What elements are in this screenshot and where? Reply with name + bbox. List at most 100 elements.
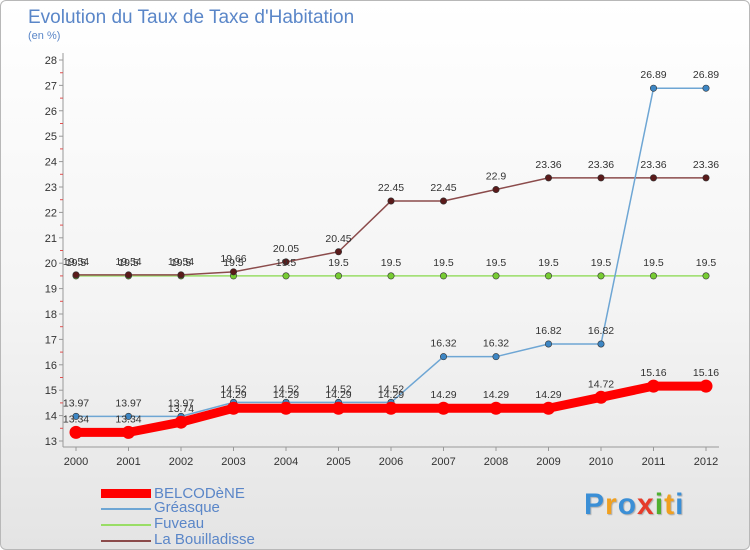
y-tick-label: 27 xyxy=(45,80,57,92)
data-label-gr-asque: 16.32 xyxy=(430,338,456,350)
data-point-fuveau xyxy=(439,272,447,280)
data-point-fuveau xyxy=(649,272,657,280)
data-label-fuveau: 19.5 xyxy=(328,257,349,269)
data-label-gr-asque: 14.52 xyxy=(220,383,246,395)
chart-series xyxy=(69,84,713,439)
y-tick-label: 26 xyxy=(45,106,57,118)
y-tick-label: 24 xyxy=(45,157,57,169)
x-tick-label: 2012 xyxy=(694,456,718,468)
data-point-gr-asque xyxy=(492,353,500,361)
data-label-belcod-ne: 14.29 xyxy=(273,389,299,401)
data-label-belcod-ne: 14.29 xyxy=(483,389,509,401)
data-point-la-bouilladisse xyxy=(72,271,80,279)
data-point-la-bouilladisse xyxy=(492,186,500,194)
x-tick-label: 2002 xyxy=(169,456,193,468)
data-point-belcod-ne xyxy=(542,401,555,415)
data-point-la-bouilladisse xyxy=(177,271,185,279)
y-tick-label: 28 xyxy=(45,55,57,67)
y-tick-label: 19 xyxy=(45,284,57,296)
data-label-la-bouilladisse: 23.36 xyxy=(640,159,666,171)
x-tick-label: 2003 xyxy=(221,456,245,468)
data-label-la-bouilladisse: 20.45 xyxy=(325,233,351,245)
x-tick-label: 2008 xyxy=(484,456,508,468)
data-label-gr-asque: 16.82 xyxy=(535,325,561,337)
data-point-belcod-ne xyxy=(69,425,83,439)
data-label-fuveau: 19.5 xyxy=(538,257,559,269)
legend-label: BELCODèNE xyxy=(154,485,245,502)
data-label-la-bouilladisse: 19.66 xyxy=(220,253,246,265)
data-point-gr-asque xyxy=(544,340,552,348)
data-label-belcod-ne: 13.34 xyxy=(115,413,141,425)
chart-title: Evolution du Taux de Taxe d'Habitation xyxy=(28,7,355,28)
data-label-la-bouilladisse: 22.9 xyxy=(486,171,507,183)
y-tick-label: 17 xyxy=(45,334,57,346)
x-tick-label: 2010 xyxy=(589,456,613,468)
data-label-la-bouilladisse: 19.54 xyxy=(63,256,89,268)
data-label-fuveau: 19.5 xyxy=(118,257,139,269)
data-point-belcod-ne xyxy=(489,401,503,415)
x-tick-label: 2006 xyxy=(379,456,403,468)
data-label-fuveau: 19.5 xyxy=(381,257,402,269)
data-point-gr-asque xyxy=(439,353,447,361)
legend-label: Fuveau xyxy=(154,515,205,532)
data-point-la-bouilladisse xyxy=(282,258,290,266)
x-tick-label: 2005 xyxy=(326,456,350,468)
data-label-gr-asque: 13.97 xyxy=(63,397,89,409)
data-point-belcod-ne xyxy=(174,415,188,429)
legend-label: La Bouilladisse xyxy=(154,531,255,548)
y-tick-label: 14 xyxy=(45,411,57,423)
data-label-belcod-ne: 14.29 xyxy=(430,389,456,401)
data-label-fuveau: 19.5 xyxy=(66,257,87,269)
data-label-la-bouilladisse: 23.36 xyxy=(588,159,614,171)
x-tick-label: 2009 xyxy=(536,456,560,468)
data-label-la-bouilladisse: 19.54 xyxy=(115,256,141,268)
y-tick-label: 25 xyxy=(45,131,57,143)
data-label-belcod-ne: 14.29 xyxy=(378,389,404,401)
data-point-belcod-ne xyxy=(279,401,293,415)
data-label-gr-asque: 13.97 xyxy=(168,397,194,409)
data-point-belcod-ne xyxy=(699,379,713,393)
data-point-belcod-ne xyxy=(594,390,608,404)
data-label-la-bouilladisse: 23.36 xyxy=(693,159,719,171)
data-point-fuveau xyxy=(702,272,710,280)
chart-unit-label: (en %) xyxy=(28,30,61,42)
y-tick-label: 13 xyxy=(45,436,57,448)
y-tick-label: 23 xyxy=(45,182,57,194)
y-tick-label: 16 xyxy=(45,360,57,372)
data-label-la-bouilladisse: 22.45 xyxy=(430,182,456,194)
data-point-la-bouilladisse xyxy=(544,174,552,182)
legend-swatch xyxy=(101,508,151,510)
data-label-fuveau: 19.5 xyxy=(171,257,192,269)
data-label-belcod-ne: 14.29 xyxy=(535,389,561,401)
data-point-fuveau xyxy=(544,272,552,280)
x-tick-label: 2000 xyxy=(64,456,88,468)
data-label-la-bouilladisse: 22.45 xyxy=(378,182,404,194)
data-label-belcod-ne: 14.29 xyxy=(325,389,351,401)
data-point-gr-asque xyxy=(702,84,710,92)
data-label-fuveau: 19.5 xyxy=(223,257,244,269)
data-point-fuveau xyxy=(334,272,342,280)
data-label-la-bouilladisse: 19.54 xyxy=(168,256,194,268)
x-tick-label: 2011 xyxy=(642,456,666,468)
data-label-belcod-ne: 13.74 xyxy=(168,403,194,415)
y-tick-label: 21 xyxy=(45,233,57,245)
y-tick-label: 15 xyxy=(45,385,57,397)
data-point-fuveau xyxy=(492,272,500,280)
data-label-belcod-ne: 15.16 xyxy=(693,367,719,379)
data-point-la-bouilladisse xyxy=(649,174,657,182)
y-tick-label: 18 xyxy=(45,309,57,321)
data-label-gr-asque: 14.52 xyxy=(325,383,351,395)
data-label-gr-asque: 13.97 xyxy=(115,397,141,409)
data-label-belcod-ne: 14.29 xyxy=(220,389,246,401)
data-point-fuveau xyxy=(597,272,605,280)
data-point-belcod-ne xyxy=(384,401,398,415)
data-point-belcod-ne xyxy=(332,401,345,415)
data-label-gr-asque: 14.52 xyxy=(273,383,299,395)
data-point-gr-asque xyxy=(649,84,657,92)
legend-label: Gréasque xyxy=(154,499,220,516)
data-point-belcod-ne xyxy=(122,425,135,439)
data-point-gr-asque xyxy=(72,412,80,420)
data-point-la-bouilladisse xyxy=(334,248,342,256)
